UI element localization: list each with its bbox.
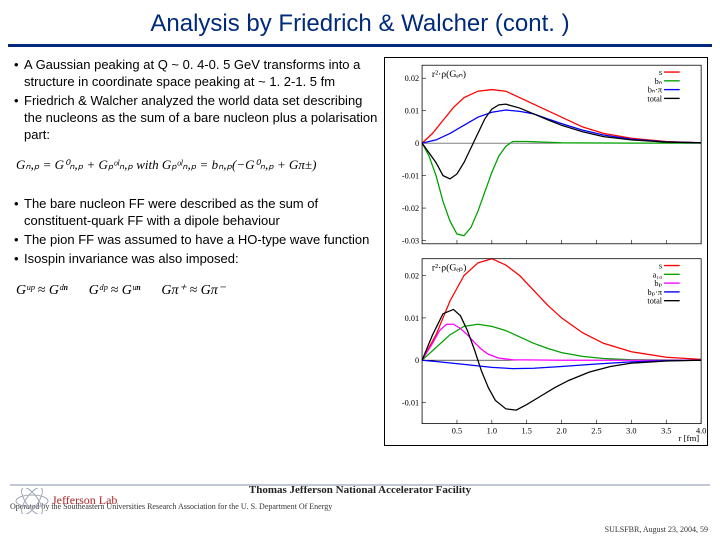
svg-text:-0.02: -0.02	[402, 204, 419, 213]
svg-text:-0.01: -0.01	[402, 172, 419, 181]
bullet-item: A Gaussian peaking at Q ~ 0. 4-0. 5 GeV …	[14, 57, 378, 91]
bullet-item: The bare nucleon FF were described as th…	[14, 196, 378, 230]
chart-bottom-panel: 0.51.01.52.02.53.03.54.0r [fm]-0.0100.01…	[384, 251, 708, 446]
bullet-item: The pion FF was assumed to have a HO-typ…	[14, 232, 378, 249]
bullet-item: Friedrich & Walcher analyzed the world d…	[14, 93, 378, 144]
svg-text:0.02: 0.02	[405, 74, 420, 83]
footer-right-text: SULSFBR, August 23, 2004, 59	[605, 525, 708, 534]
right-column: -0.03-0.02-0.0100.010.02r²·ρ(Gₑₙ)sbₙbₙ·π…	[378, 57, 708, 487]
bullet-item: Isospin invariance was also imposed:	[14, 251, 378, 268]
svg-text:s: s	[659, 261, 662, 270]
svg-text:1.0: 1.0	[487, 426, 497, 435]
svg-text:3.5: 3.5	[661, 426, 671, 435]
svg-text:0.5: 0.5	[452, 426, 462, 435]
svg-text:r²·ρ(Gₑₙ): r²·ρ(Gₑₙ)	[432, 69, 466, 80]
svg-text:a₁₀: a₁₀	[653, 270, 663, 279]
equation-2: Gᵘᵖ ≈ Gᵈⁿ Gᵈᵖ ≈ Gᵘⁿ Gπ⁺ ≈ Gπ⁻	[16, 282, 378, 300]
svg-text:bₚ·π: bₚ·π	[647, 288, 662, 297]
svg-text:total: total	[647, 297, 662, 306]
svg-text:0: 0	[415, 139, 419, 148]
chart-top-panel: -0.03 -0.02 -0.01 0 0.01 0.02 r²·ρ(Gₑₙ) sbₙbₙ·π…	[384, 57, 708, 252]
chart-bottom-svg: 0.51.01.52.02.53.03.54.0r [fm]-0.0100.01…	[385, 251, 707, 445]
content-area: A Gaussian peaking at Q ~ 0. 4-0. 5 GeV …	[0, 57, 720, 487]
svg-text:bₙ: bₙ	[655, 77, 662, 86]
page-title: Analysis by Friedrich & Walcher (cont. )	[0, 0, 720, 42]
svg-text:0.01: 0.01	[405, 314, 420, 323]
svg-text:bₚ: bₚ	[654, 279, 662, 288]
svg-text:2.0: 2.0	[556, 426, 566, 435]
bullet-list-top: A Gaussian peaking at Q ~ 0. 4-0. 5 GeV …	[8, 57, 378, 143]
footer-divider	[10, 484, 710, 486]
svg-text:-0.03: -0.03	[402, 236, 419, 245]
equation-1: Gₙ,ₚ = G⁰ₙ,ₚ + Gₚᵒˡₙ,ₚ with Gₚᵒˡₙ,ₚ = bₙ…	[16, 157, 378, 174]
svg-text:3.0: 3.0	[626, 426, 636, 435]
svg-text:0.02: 0.02	[405, 272, 420, 281]
svg-text:total: total	[647, 94, 662, 103]
svg-text:1.5: 1.5	[522, 426, 532, 435]
svg-text:Jefferson Lab: Jefferson Lab	[52, 493, 117, 507]
svg-text:s: s	[659, 68, 662, 77]
chart-top-svg: -0.03 -0.02 -0.01 0 0.01 0.02 r²·ρ(Gₑₙ) sbₙbₙ·π…	[385, 58, 707, 251]
title-underline	[8, 44, 712, 47]
svg-text:r²·ρ(Gₑₚ): r²·ρ(Gₑₚ)	[432, 262, 467, 273]
svg-text:0.01: 0.01	[405, 107, 420, 116]
svg-text:-0.01: -0.01	[402, 398, 419, 407]
svg-text:2.5: 2.5	[591, 426, 601, 435]
svg-text:r [fm]: r [fm]	[679, 433, 700, 443]
svg-text:0: 0	[415, 356, 419, 365]
left-column: A Gaussian peaking at Q ~ 0. 4-0. 5 GeV …	[8, 57, 378, 487]
jlab-logo: Jefferson Lab	[14, 488, 124, 514]
svg-text:bₙ·π: bₙ·π	[648, 86, 663, 95]
footer: Jefferson Lab Thomas Jefferson National …	[0, 484, 720, 540]
bullet-list-bottom: The bare nucleon FF were described as th…	[8, 196, 378, 268]
